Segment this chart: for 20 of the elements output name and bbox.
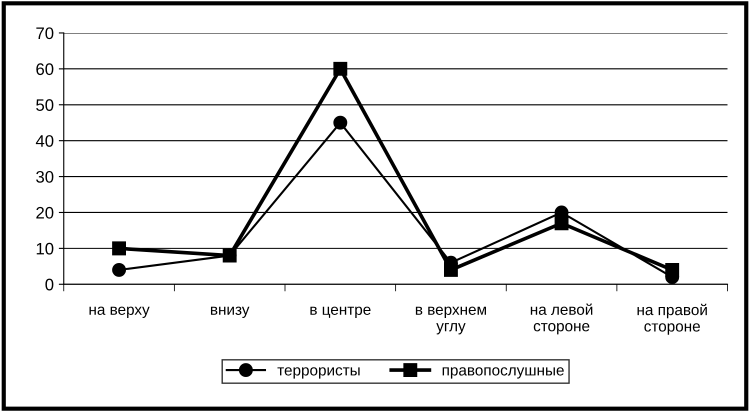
- x-tick-label: на верху: [90, 306, 150, 318]
- point: [333, 116, 348, 130]
- x-tick-label: на правой стороне: [638, 304, 707, 335]
- y-tick-label: 40: [36, 135, 54, 147]
- point: [333, 62, 348, 76]
- y-tick-label: 60: [36, 63, 54, 76]
- x-tick-label: внизу: [210, 306, 250, 318]
- y-tick-label: 70: [36, 27, 54, 40]
- y-tick-label: 0: [45, 278, 54, 290]
- legend-label: правопослушные: [442, 367, 564, 379]
- y-tick-label: 10: [36, 242, 54, 255]
- y-tick-label: 50: [36, 99, 54, 111]
- x-tick-label: в верхнем углу: [416, 306, 486, 334]
- x-tick-label: в центре: [310, 306, 371, 318]
- point: [112, 241, 126, 256]
- legend-label: террористы: [277, 367, 360, 379]
- point: [112, 262, 126, 277]
- y-tick-label: 20: [36, 206, 54, 219]
- x-tick-label: на левой стороне: [530, 303, 592, 334]
- y-tick-label: 30: [36, 170, 54, 183]
